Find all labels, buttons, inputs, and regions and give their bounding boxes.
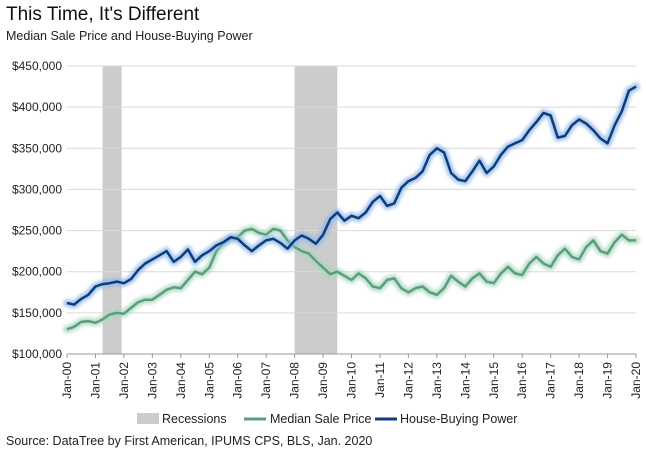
y-tick-label: $150,000: [12, 306, 62, 320]
y-tick-label: $200,000: [12, 265, 62, 279]
median-sale-price-line: [66, 227, 636, 331]
recession-band-2: [294, 66, 338, 354]
legend: Recessions Median Sale Price House-Buying …: [137, 412, 517, 426]
x-tick-label: Jan-16: [515, 362, 529, 399]
chart-subtitle: Median Sale Price and House-Buying Power: [6, 29, 253, 43]
y-tick-label: $250,000: [12, 224, 62, 238]
source-note: Source: DataTree by First American, IPUM…: [6, 434, 373, 448]
y-tick-label: $450,000: [12, 59, 62, 73]
y-tick-label: $300,000: [12, 182, 62, 196]
series-lines: [63, 82, 640, 334]
x-tick-label: Jan-19: [601, 362, 615, 399]
legend-recessions-swatch: [137, 413, 159, 424]
x-tick-label: Jan-06: [231, 362, 245, 399]
x-tick-label: Jan-10: [345, 362, 359, 399]
chart-title: This Time, It's Different: [6, 4, 200, 25]
gridlines: [67, 65, 636, 314]
x-tick-label: Jan-02: [117, 362, 131, 399]
x-tick-label: Jan-08: [288, 362, 302, 399]
legend-recessions-label: Recessions: [162, 412, 227, 426]
x-tick-label: Jan-09: [316, 362, 330, 399]
x-tick-label: Jan-15: [487, 362, 501, 399]
x-tick-label: Jan-00: [60, 362, 74, 399]
legend-house-buying-power-label: House-Buying Power: [400, 412, 517, 426]
legend-median-sale-price-label: Median Sale Price: [270, 412, 371, 426]
axes: $100,000 $150,000 $200,000 $250,000 $300,000…: [12, 59, 643, 399]
house-buying-power-line: [66, 85, 637, 306]
x-tick-label: Jan-20: [629, 362, 643, 399]
y-tick-label: $400,000: [12, 100, 62, 114]
x-tick-label: Jan-04: [174, 362, 188, 399]
y-tick-label: $350,000: [12, 141, 62, 155]
x-tick-label: Jan-17: [544, 362, 558, 399]
x-tick-label: Jan-13: [430, 362, 444, 399]
x-tick-label: Jan-07: [259, 362, 273, 399]
x-tick-label: Jan-11: [373, 362, 387, 398]
x-tick-label: Jan-14: [458, 362, 472, 399]
y-tick-label: $100,000: [12, 347, 62, 361]
x-tick-label: Jan-03: [145, 362, 159, 399]
x-tick-label: Jan-05: [202, 362, 216, 399]
recession-bands: [102, 66, 338, 354]
x-tick-label: Jan-12: [401, 362, 415, 399]
x-tick-label: Jan-18: [572, 362, 586, 399]
x-tick-label: Jan-01: [88, 362, 102, 399]
